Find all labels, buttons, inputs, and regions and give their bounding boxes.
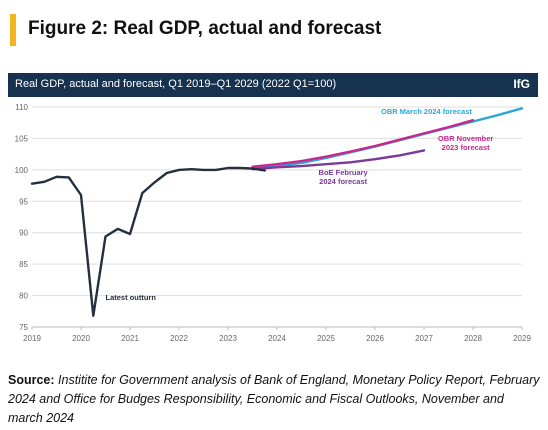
x-tick-label-2019: 2019 <box>23 334 41 343</box>
x-tick-label-2027: 2027 <box>415 334 433 343</box>
source-note: Source: Institite for Government analysi… <box>8 371 540 428</box>
ifg-logo: IfG <box>513 77 530 91</box>
y-tick-label-110: 110 <box>15 103 28 112</box>
x-tick-label-2029: 2029 <box>513 334 531 343</box>
annotation-3-line-0: Latest outturn <box>106 293 157 302</box>
x-tick-label-2025: 2025 <box>317 334 335 343</box>
chart-header: Real GDP, actual and forecast, Q1 2019–Q… <box>8 73 538 97</box>
annotation-2-line-1: 2024 forecast <box>319 177 367 186</box>
annotation-1: OBR November 2023 forecast <box>438 134 494 152</box>
y-tick-label-75: 75 <box>19 323 28 332</box>
y-tick-label-85: 85 <box>19 260 28 269</box>
series-line-latest-outturn <box>30 166 266 317</box>
x-tick-label-2020: 2020 <box>72 334 90 343</box>
figure-title: Figure 2: Real GDP, actual and forecast <box>28 18 382 39</box>
y-tick-label-80: 80 <box>19 292 28 301</box>
x-tick-label-2026: 2026 <box>366 334 384 343</box>
gdp-line-chart: 75 80 85 90 95 100 105 110 2019 2020 2021 2022 2023 2… <box>15 103 532 343</box>
annotation-1-line-0: OBR November <box>438 134 494 143</box>
chart-title: Real GDP, actual and forecast, Q1 2019–Q… <box>15 78 337 90</box>
chart-panel: Real GDP, actual and forecast, Q1 2019–Q… <box>8 73 538 355</box>
series-line-obr-november-2023-forecast <box>251 119 475 168</box>
x-tick-label-2021: 2021 <box>121 334 139 343</box>
annotation-2: BoE February 2024 forecast <box>319 168 369 186</box>
y-tick-label-105: 105 <box>15 134 29 143</box>
y-tick-label-95: 95 <box>19 197 28 206</box>
x-tick-label-2023: 2023 <box>219 334 237 343</box>
annotation-0-line-0: OBR March 2024 forecast <box>381 107 472 116</box>
source-label: Source: <box>8 373 55 387</box>
series-line-boe-february-2024-forecast <box>251 149 426 171</box>
annotation-1-line-1: 2023 forecast <box>442 143 490 152</box>
annotation-0: OBR March 2024 forecast <box>381 107 472 116</box>
x-tick-label-2024: 2024 <box>268 334 286 343</box>
source-text: Institite for Government analysis of Ban… <box>8 373 540 425</box>
annotation-3: Latest outturn <box>106 293 157 302</box>
y-tick-label-100: 100 <box>15 166 29 175</box>
annotation-2-line-0: BoE February <box>319 168 369 177</box>
y-tick-label-90: 90 <box>19 229 28 238</box>
x-tick-label-2022: 2022 <box>170 334 188 343</box>
x-tick-label-2028: 2028 <box>464 334 482 343</box>
accent-bar <box>10 14 16 46</box>
figure-header: Figure 2: Real GDP, actual and forecast <box>10 14 530 46</box>
